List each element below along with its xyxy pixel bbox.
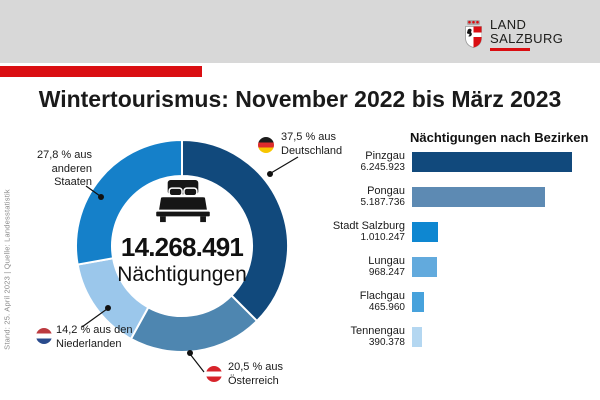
- bar-category-label: Pongau: [367, 184, 405, 197]
- bar-value-label: 968.247: [368, 267, 405, 279]
- bar-row-pinzgau: Pinzgau 6.245.923: [318, 149, 572, 174]
- bar-category-label: Stadt Salzburg: [332, 219, 405, 232]
- donut-label-oesterreich: 20,5 % aus Österreich: [228, 361, 284, 387]
- flag-austria-icon: [206, 366, 222, 382]
- donut-segment-andere-staaten: [75, 138, 183, 266]
- bar-category-label: Pinzgau: [365, 149, 405, 162]
- bar: [412, 152, 572, 172]
- bar-value-label: 465.960: [368, 302, 405, 314]
- bar-row-tennengau: Tennengau 390.378: [318, 324, 422, 349]
- donut-segment-oesterreich: [129, 294, 259, 353]
- bar-labels: Stadt Salzburg 1.010.247: [318, 219, 406, 244]
- donut-label-niederlande: 14,2 % aus den Niederlanden: [56, 324, 133, 350]
- logo-text-line1: LAND: [490, 17, 527, 32]
- bar: [412, 292, 424, 312]
- bar-row-flachgau: Flachgau 465.960: [318, 289, 424, 314]
- bar-category-label: Lungau: [368, 254, 405, 267]
- bar-labels: Flachgau 465.960: [318, 289, 405, 314]
- bar: [412, 187, 545, 207]
- logo-red-underline: [490, 48, 530, 51]
- bar-value-label: 390.378: [368, 337, 405, 349]
- page-title: Wintertourismus: November 2022 bis März …: [38, 86, 562, 112]
- donut-center-value: 14.268.491: [120, 232, 244, 262]
- bar-category-label: Flachgau: [359, 289, 405, 302]
- bar-labels: Lungau 968.247: [318, 254, 405, 279]
- bar-row-pongau: Pongau 5.187.736: [318, 184, 545, 209]
- bar-labels: Pinzgau 6.245.923: [318, 149, 406, 174]
- bar-chart-title: Nächtigungen nach Bezirken: [410, 130, 589, 145]
- bar-row-lungau: Lungau 968.247: [318, 254, 437, 279]
- donut-center-label: Nächtigungen: [117, 263, 247, 286]
- land-salzburg-logo: LAND SALZBURG: [463, 18, 563, 51]
- header-band: [0, 0, 600, 63]
- bar-category-label: Tennengau: [350, 324, 405, 337]
- donut-label-andere-staaten: 27,8 % aus anderen Staaten: [36, 149, 92, 188]
- bar-value-label: 5.187.736: [360, 197, 406, 209]
- salzburg-coat-of-arms-icon: [465, 20, 482, 48]
- donut-center: 14.268.491 Nächtigungen: [102, 232, 262, 288]
- flag-germany-icon: [258, 137, 274, 153]
- bed-icon: [156, 180, 210, 223]
- bar-labels: Tennengau 390.378: [318, 324, 405, 349]
- bar: [412, 257, 437, 277]
- red-accent-bar: [0, 66, 202, 77]
- bar: [412, 327, 422, 347]
- logo-text-line2: SALZBURG: [490, 31, 564, 46]
- donut-segment-deutschland: [181, 138, 289, 323]
- bar-value-label: 1.010.247: [360, 232, 406, 244]
- donut-label-deutschland: 37,5 % aus Deutschland: [281, 131, 343, 157]
- flag-netherlands-icon: [36, 328, 52, 344]
- source-note: Stand: 25. April 2023 | Quelle: Landesst…: [2, 189, 12, 350]
- bar-value-label: 6.245.923: [360, 162, 406, 174]
- bar: [412, 222, 438, 242]
- bar-row-stadt-salzburg: Stadt Salzburg 1.010.247: [318, 219, 438, 244]
- bar-labels: Pongau 5.187.736: [318, 184, 406, 209]
- donut-chart: [75, 138, 289, 353]
